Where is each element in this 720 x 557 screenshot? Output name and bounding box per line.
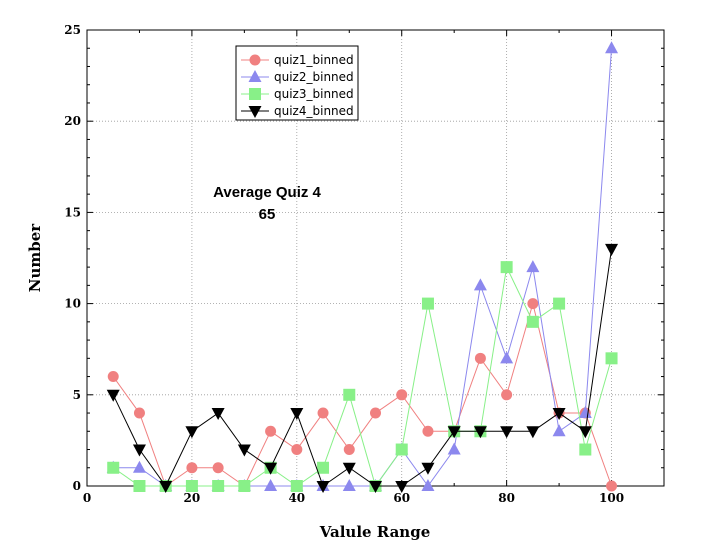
data-point xyxy=(107,371,119,383)
annotation-average-value: 65 xyxy=(259,206,276,223)
data-point xyxy=(500,351,514,364)
x-axis-label: Valule Range xyxy=(319,523,431,541)
data-point xyxy=(553,297,566,310)
annotation-average-title: Average Quiz 4 xyxy=(213,184,321,201)
x-tick-label: 60 xyxy=(393,491,410,505)
data-point xyxy=(238,480,251,492)
data-point xyxy=(316,481,330,493)
data-point xyxy=(264,462,278,475)
data-point xyxy=(500,426,514,439)
data-point xyxy=(342,479,356,491)
x-tick-label: 20 xyxy=(184,491,201,505)
data-point xyxy=(396,389,408,401)
legend-label-quiz1: quiz1_binned xyxy=(274,53,354,67)
data-point xyxy=(421,479,435,491)
data-point xyxy=(212,480,225,492)
data-point xyxy=(395,481,409,493)
data-point xyxy=(132,444,146,457)
y-tick-label: 15 xyxy=(64,205,81,219)
data-point xyxy=(606,480,618,492)
data-point xyxy=(474,352,486,364)
data-point xyxy=(422,425,434,437)
data-point xyxy=(343,388,356,401)
data-point xyxy=(343,444,355,456)
data-point xyxy=(185,426,199,439)
x-tick-label: 40 xyxy=(288,491,305,505)
legend-key-marker xyxy=(249,88,261,100)
data-point xyxy=(106,389,120,402)
legend-key-marker xyxy=(248,70,262,82)
legend-key-marker xyxy=(248,106,262,118)
x-tick-label: 100 xyxy=(599,491,624,505)
data-point xyxy=(290,408,304,421)
data-point xyxy=(133,480,146,492)
data-point xyxy=(107,461,120,474)
data-point xyxy=(290,480,303,492)
data-point xyxy=(317,407,329,419)
data-point xyxy=(578,406,592,419)
data-point xyxy=(342,462,356,475)
data-point xyxy=(186,462,198,474)
data-point xyxy=(552,424,566,437)
x-tick-label: 0 xyxy=(83,491,91,505)
data-point xyxy=(605,352,618,365)
series-layer xyxy=(106,41,619,493)
y-tick-label: 20 xyxy=(64,114,81,128)
data-point xyxy=(526,426,540,439)
data-point xyxy=(369,481,382,493)
y-tick-label: 5 xyxy=(73,388,81,402)
data-point xyxy=(265,425,277,437)
data-point xyxy=(370,407,381,419)
data-point xyxy=(527,298,539,310)
legend-label-quiz2: quiz2_binned xyxy=(274,70,354,84)
data-point xyxy=(264,479,278,491)
data-point xyxy=(421,462,435,475)
data-point xyxy=(132,460,146,473)
legend-key-marker xyxy=(249,54,261,66)
y-axis-label: Number xyxy=(26,223,44,293)
data-point xyxy=(447,442,461,455)
legend-label-quiz3: quiz3_binned xyxy=(274,87,354,101)
data-point xyxy=(473,278,487,291)
data-point xyxy=(291,444,303,456)
x-tick-label: 80 xyxy=(498,491,515,505)
data-point xyxy=(237,444,251,457)
data-point xyxy=(447,426,461,439)
data-point xyxy=(526,315,539,328)
data-point xyxy=(605,243,619,256)
data-point xyxy=(159,481,173,493)
axis-ticks: 0 20 40 60 80 100 0 5 10 15 20 25 xyxy=(64,23,664,505)
data-point xyxy=(579,443,592,456)
data-point xyxy=(212,462,224,474)
data-point xyxy=(578,426,592,439)
y-tick-label: 25 xyxy=(64,23,81,37)
data-point xyxy=(421,297,434,310)
legend: quiz1_binned quiz2_binned quiz3_binned q… xyxy=(235,45,359,121)
data-point xyxy=(395,443,408,456)
series-4 xyxy=(106,243,619,493)
y-tick-label: 0 xyxy=(73,479,81,493)
data-point xyxy=(501,389,513,401)
data-point xyxy=(133,407,145,419)
data-point xyxy=(500,261,513,274)
y-tick-label: 10 xyxy=(64,297,81,311)
data-point xyxy=(317,461,330,474)
data-point xyxy=(211,408,225,421)
legend-keys xyxy=(241,54,269,118)
data-point xyxy=(526,260,540,273)
data-point xyxy=(605,41,619,54)
data-point xyxy=(552,408,566,421)
legend-label-quiz4: quiz4_binned xyxy=(274,104,354,118)
data-point xyxy=(473,426,487,439)
data-point xyxy=(185,480,198,492)
